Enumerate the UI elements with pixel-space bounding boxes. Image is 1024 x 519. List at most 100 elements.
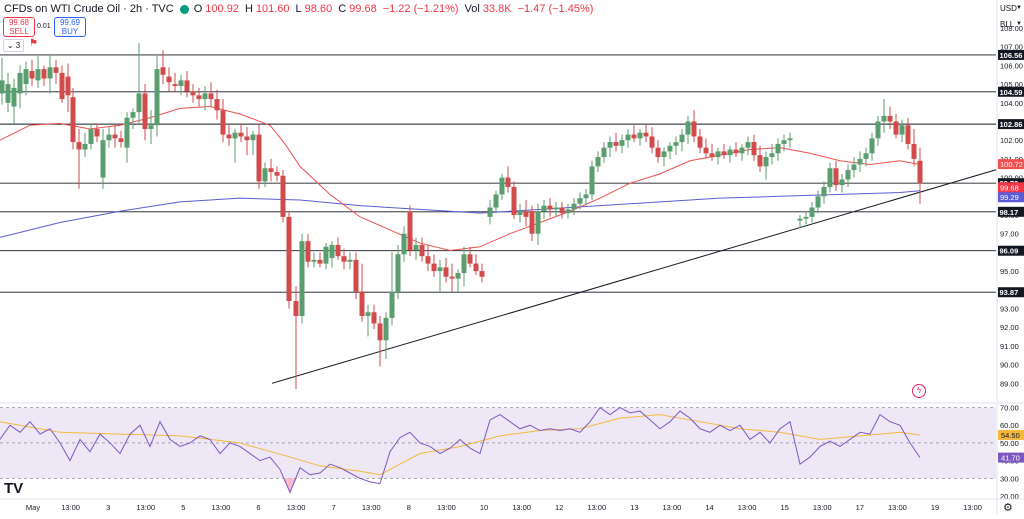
- indicators-toggle-button[interactable]: ⌄ 3: [3, 39, 24, 52]
- candle-body: [449, 276, 455, 279]
- candle-body: [757, 155, 763, 167]
- candle-body: [845, 170, 851, 180]
- candle-body: [23, 69, 29, 85]
- candle-body: [499, 177, 505, 195]
- candle-body: [911, 143, 917, 159]
- candle-body: [323, 246, 329, 264]
- ma-fast-line: [0, 106, 921, 252]
- candle-body: [341, 256, 347, 262]
- candle-body: [619, 140, 625, 146]
- candle-body: [529, 211, 535, 234]
- buy-button[interactable]: 99.69 BUY: [54, 17, 86, 37]
- sell-label: SELL: [9, 27, 29, 36]
- candle-body: [607, 142, 613, 148]
- candle-body: [571, 203, 577, 210]
- close-value: 99.68: [349, 3, 377, 15]
- time-axis-tick: 13:00: [437, 503, 456, 512]
- candle-body: [124, 117, 130, 148]
- rsi-tag-text: 54.50: [1001, 431, 1020, 440]
- candle-body: [487, 207, 493, 217]
- candle-body: [493, 194, 499, 208]
- candle-body: [142, 93, 148, 129]
- candle-body: [809, 207, 815, 217]
- candle-body: [220, 110, 226, 135]
- candle-body: [65, 76, 71, 96]
- time-axis-tick: 13:00: [212, 503, 231, 512]
- time-axis-tick: 13:00: [362, 503, 381, 512]
- candle-body: [202, 93, 208, 100]
- candle-body: [553, 207, 559, 210]
- candle-body: [184, 80, 190, 92]
- time-axis-tick: 7: [332, 503, 336, 512]
- unit-selector[interactable]: BLL: [1000, 20, 1015, 29]
- time-axis-tick: 10: [480, 503, 488, 512]
- time-axis-tick: 13:00: [663, 503, 682, 512]
- level-price-tag-text: 96.09: [1000, 247, 1019, 256]
- candle-body: [833, 168, 839, 186]
- candle-body: [262, 168, 268, 182]
- ohlc-legend: CFDs on WTI Crude Oil · 2h · TVC O 100.92…: [4, 3, 599, 15]
- candle-body: [431, 263, 437, 272]
- rsi-line: [0, 406, 921, 494]
- candle-body: [401, 233, 407, 255]
- low-label: L: [295, 3, 302, 15]
- candle-body: [559, 207, 565, 214]
- sell-button[interactable]: 99.68 SELL: [3, 17, 35, 37]
- price-axis-tick: 91.00: [1000, 342, 1019, 351]
- price-tag: [998, 159, 1024, 170]
- candle-body: [733, 149, 739, 154]
- level-price-tag: [998, 49, 1024, 60]
- candle-body: [280, 175, 286, 217]
- candle-body: [455, 272, 461, 279]
- candle-body: [899, 125, 905, 135]
- candle-body: [286, 216, 292, 302]
- candle-body: [70, 97, 76, 143]
- candle-body: [88, 128, 94, 144]
- volume-change: −1.47 (−1.45%): [517, 3, 594, 15]
- time-axis-tick: 13:00: [963, 503, 982, 512]
- candle-body: [76, 142, 82, 150]
- candle-body: [136, 93, 142, 113]
- flag-icon[interactable]: ⚑: [29, 38, 38, 49]
- tradingview-logo-icon[interactable]: TV: [4, 480, 24, 497]
- candle-body: [547, 205, 553, 210]
- unit-caret-icon[interactable]: ▼: [1016, 21, 1022, 27]
- level-price-tag: [998, 287, 1024, 298]
- candle-body: [190, 91, 196, 96]
- candle-body: [371, 312, 377, 324]
- candle-body: [238, 132, 244, 137]
- rsi-axis-tick: 60.00: [1000, 421, 1019, 430]
- time-axis-tick: 13:00: [61, 503, 80, 512]
- price-axis-tick: 107.00: [1000, 43, 1023, 52]
- candle-body: [625, 134, 631, 141]
- currency-selector[interactable]: USD: [1000, 4, 1017, 13]
- candle-body: [359, 291, 365, 316]
- rsi-axis-tick: 70.00: [1000, 404, 1019, 413]
- candle-body: [407, 211, 413, 251]
- candle-body: [685, 121, 691, 135]
- flash-icon[interactable]: ϟ: [912, 384, 926, 398]
- candle-body: [745, 142, 751, 148]
- candle-body: [703, 147, 709, 154]
- candle-body: [347, 259, 353, 262]
- price-axis-tick: 93.00: [1000, 305, 1019, 314]
- price-axis-tick: 92.00: [1000, 323, 1019, 332]
- gear-icon[interactable]: ⚙: [1003, 502, 1013, 514]
- candle-body: [443, 267, 449, 277]
- candle-body: [917, 160, 923, 184]
- candle-body: [461, 254, 467, 273]
- price-axis-tick: 104.00: [1000, 99, 1023, 108]
- candle-body: [467, 254, 473, 264]
- candle-body: [769, 153, 775, 158]
- candle-body: [17, 72, 23, 94]
- candle-body: [763, 157, 769, 167]
- currency-caret-icon[interactable]: ▼: [1016, 5, 1022, 11]
- candle-body: [739, 147, 745, 154]
- candle-body: [577, 198, 583, 204]
- candle-body: [148, 125, 154, 129]
- candle-body: [863, 153, 869, 159]
- time-axis-tick: May: [26, 503, 40, 512]
- symbol-title[interactable]: CFDs on WTI Crude Oil · 2h · TVC: [4, 3, 174, 15]
